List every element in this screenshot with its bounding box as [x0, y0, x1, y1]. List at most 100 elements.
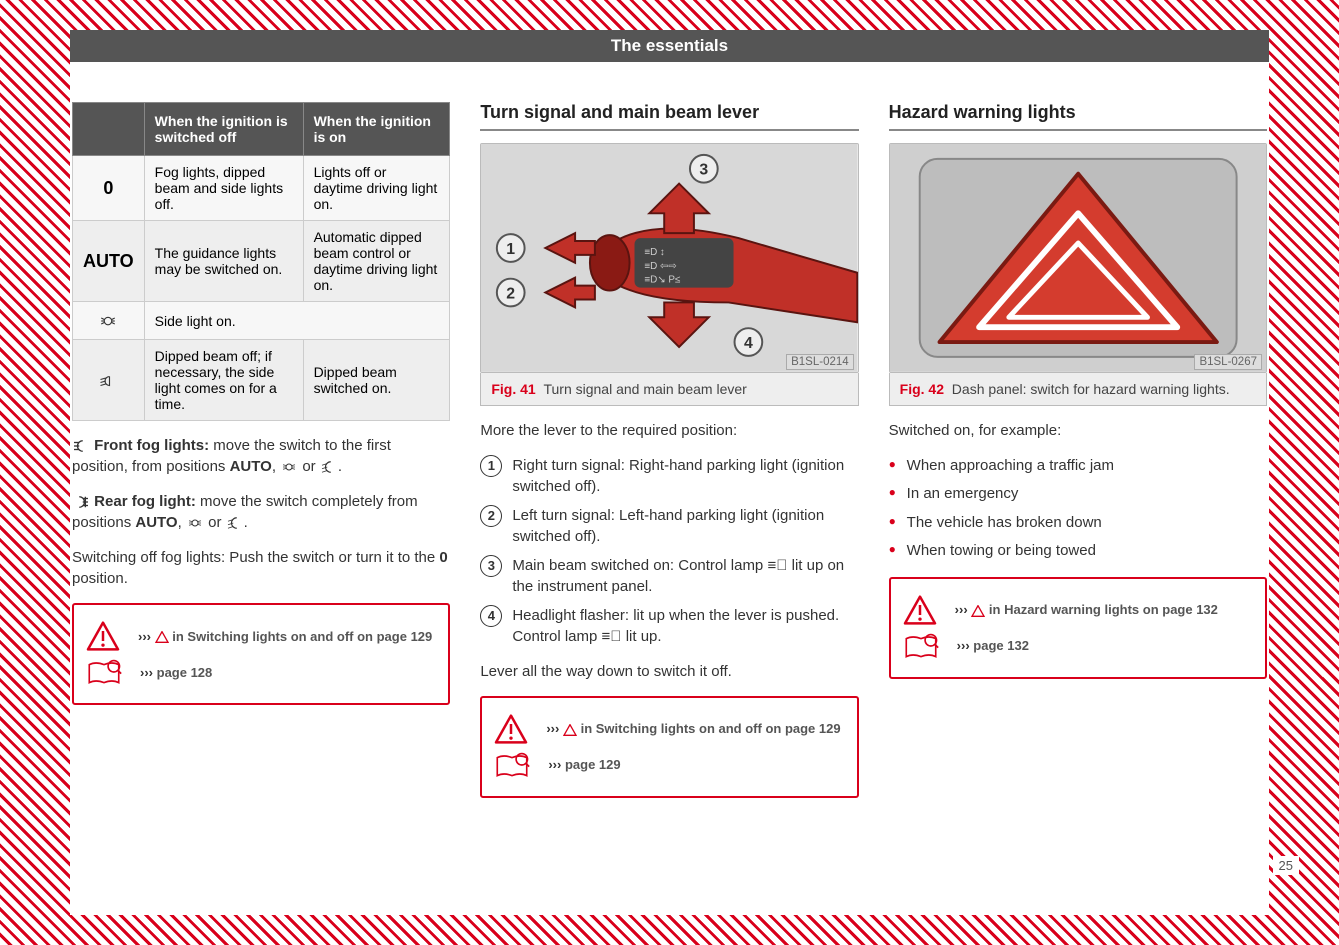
cell: Dipped beam off; if necessary, the side … [144, 340, 303, 421]
table-head-on: When the ignition is on [303, 103, 450, 156]
text: Switching off fog lights: Push the switc… [72, 549, 439, 566]
bullet-list: When approaching a traffic jam In an eme… [889, 455, 1267, 563]
table-row: Dipped beam off; if necessary, the side … [73, 340, 450, 421]
list-item: 2 Left turn signal: Left-hand parking lig… [480, 505, 858, 547]
figure-42: B1SL-0267 [889, 143, 1267, 373]
zero-bold: 0 [439, 549, 447, 566]
warning-triangle-icon [903, 595, 937, 625]
front-fog-paragraph: Front fog lights: move the switch to the… [72, 435, 450, 477]
column-1: When the ignition is switched off When t… [72, 102, 450, 798]
cell: Fog lights, dipped beam and side lights … [144, 156, 303, 221]
svg-text:3: 3 [700, 162, 709, 179]
circle-number-icon: 2 [480, 505, 502, 527]
list-item: 3 Main beam switched on: Control lamp ≡⃝ … [480, 555, 858, 597]
ref-text: page 132 [973, 638, 1029, 653]
page-header: The essentials [70, 30, 1269, 62]
light-switch-table: When the ignition is switched off When t… [72, 102, 450, 421]
rear-fog-paragraph: Rear fog light: move the switch complete… [72, 491, 450, 533]
circle-number-icon: 4 [480, 605, 502, 627]
sidelight-icon [99, 314, 117, 328]
svg-text:2: 2 [507, 285, 516, 302]
dipped-beam-icon [99, 374, 117, 388]
item-text: Left turn signal: Left-hand parking ligh… [512, 505, 858, 547]
list-item: 4 Headlight flasher: lit up when the leve… [480, 605, 858, 647]
list-item: When towing or being towed [889, 540, 1267, 563]
warning-triangle-icon [494, 714, 528, 744]
row-label-auto: AUTO [73, 221, 145, 302]
dipped-beam-icon [226, 516, 244, 530]
figure-41: ≡D ↕ ≡D ⇦⇨ ≡D↘ P≤ 1 2 3 4 B1SL-0214 [480, 143, 858, 373]
figure-caption: Fig. 42 Dash panel: switch for hazard wa… [889, 373, 1267, 406]
auto-word: AUTO [230, 458, 272, 475]
reference-box: ››› in Switching lights on and off on pa… [480, 696, 858, 798]
chevron-icon: ››› [140, 665, 153, 680]
cell: Dipped beam switched on. [303, 340, 450, 421]
lead-text: Switched on, for example: [889, 420, 1267, 441]
numbered-list: 1 Right turn signal: Right-hand parking l… [480, 455, 858, 647]
page-content: The essentials When the ignition is swit… [70, 30, 1269, 915]
ref-text: page 129 [565, 757, 621, 772]
table-head-off: When the ignition is switched off [144, 103, 303, 156]
list-item: When approaching a traffic jam [889, 455, 1267, 478]
figure-code: B1SL-0267 [1194, 354, 1262, 370]
caption-text: Dash panel: switch for hazard warning li… [952, 381, 1230, 397]
cell: Lights off or daytime driving light on. [303, 156, 450, 221]
rear-fog-label: Rear fog light: [94, 493, 196, 510]
circle-number-icon: 3 [480, 555, 502, 577]
section-title: Hazard warning lights [889, 102, 1267, 131]
switch-off-paragraph: Switching off fog lights: Push the switc… [72, 547, 450, 589]
list-item: In an emergency [889, 483, 1267, 506]
chevron-icon: ››› [548, 757, 561, 772]
reference-box: ››› in Hazard warning lights on page 132… [889, 577, 1267, 679]
book-icon [86, 657, 122, 687]
section-title: Turn signal and main beam lever [480, 102, 858, 131]
item-text: Main beam switched on: Control lamp ≡⃝ l… [512, 555, 858, 597]
lead-text: More the lever to the required position: [480, 420, 858, 441]
table-row: AUTO The guidance lights may be switched… [73, 221, 450, 302]
page-number: 25 [1273, 856, 1299, 875]
chevron-icon: ››› [546, 721, 559, 736]
figure-number: Fig. 42 [900, 381, 944, 397]
tail-text: Lever all the way down to switch it off. [480, 661, 858, 682]
circle-number-icon: 1 [480, 455, 502, 477]
cell: The guidance lights may be switched on. [144, 221, 303, 302]
text: or [204, 514, 226, 531]
warning-triangle-small-icon [563, 724, 577, 736]
list-item: 1 Right turn signal: Right-hand parking l… [480, 455, 858, 497]
row-label-dipped [73, 340, 145, 421]
text: . [338, 458, 342, 475]
svg-text:4: 4 [744, 335, 753, 352]
text: or [298, 458, 320, 475]
column-2: Turn signal and main beam lever ≡D ↕ ≡D … [480, 102, 858, 798]
warning-triangle-icon [86, 621, 120, 651]
chevron-icon: ››› [955, 602, 968, 617]
book-icon [494, 750, 530, 780]
column-3: Hazard warning lights B1SL-0267 Fig. 42 … [889, 102, 1267, 798]
table-corner [73, 103, 145, 156]
chevron-icon: ››› [957, 638, 970, 653]
figure-code: B1SL-0214 [786, 354, 854, 370]
item-text: Right turn signal: Right-hand parking li… [512, 455, 858, 497]
caption-text: Turn signal and main beam lever [543, 381, 746, 397]
cell: Automatic dipped beam control or daytime… [303, 221, 450, 302]
front-fog-label: Front fog lights: [94, 437, 209, 454]
warning-triangle-small-icon [155, 631, 169, 643]
list-item: The vehicle has broken down [889, 512, 1267, 535]
item-text: Headlight flasher: lit up when the lever… [512, 605, 858, 647]
svg-text:1: 1 [507, 241, 516, 258]
dipped-beam-icon [320, 460, 338, 474]
figure-number: Fig. 41 [491, 381, 535, 397]
svg-text:≡D ↕: ≡D ↕ [645, 247, 666, 258]
cell: Side light on. [144, 302, 450, 340]
row-label-sidelight [73, 302, 145, 340]
reference-box: ››› in Switching lights on and off on pa… [72, 603, 450, 705]
row-label-0: 0 [73, 156, 145, 221]
rear-fog-icon [72, 495, 90, 509]
figure-caption: Fig. 41 Turn signal and main beam lever [480, 373, 858, 406]
ref-text: in Switching lights on and off on page 1… [172, 629, 432, 644]
ref-text: page 128 [157, 665, 213, 680]
chevron-icon: ››› [138, 629, 151, 644]
text: position. [72, 570, 128, 587]
svg-text:≡D ⇦⇨: ≡D ⇦⇨ [645, 261, 677, 272]
sidelight-icon [280, 460, 298, 474]
